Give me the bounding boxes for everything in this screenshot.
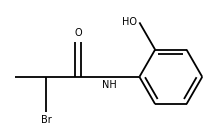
- Text: NH: NH: [102, 80, 117, 90]
- Text: HO: HO: [122, 17, 137, 27]
- Text: O: O: [74, 28, 82, 38]
- Text: Br: Br: [41, 115, 52, 125]
